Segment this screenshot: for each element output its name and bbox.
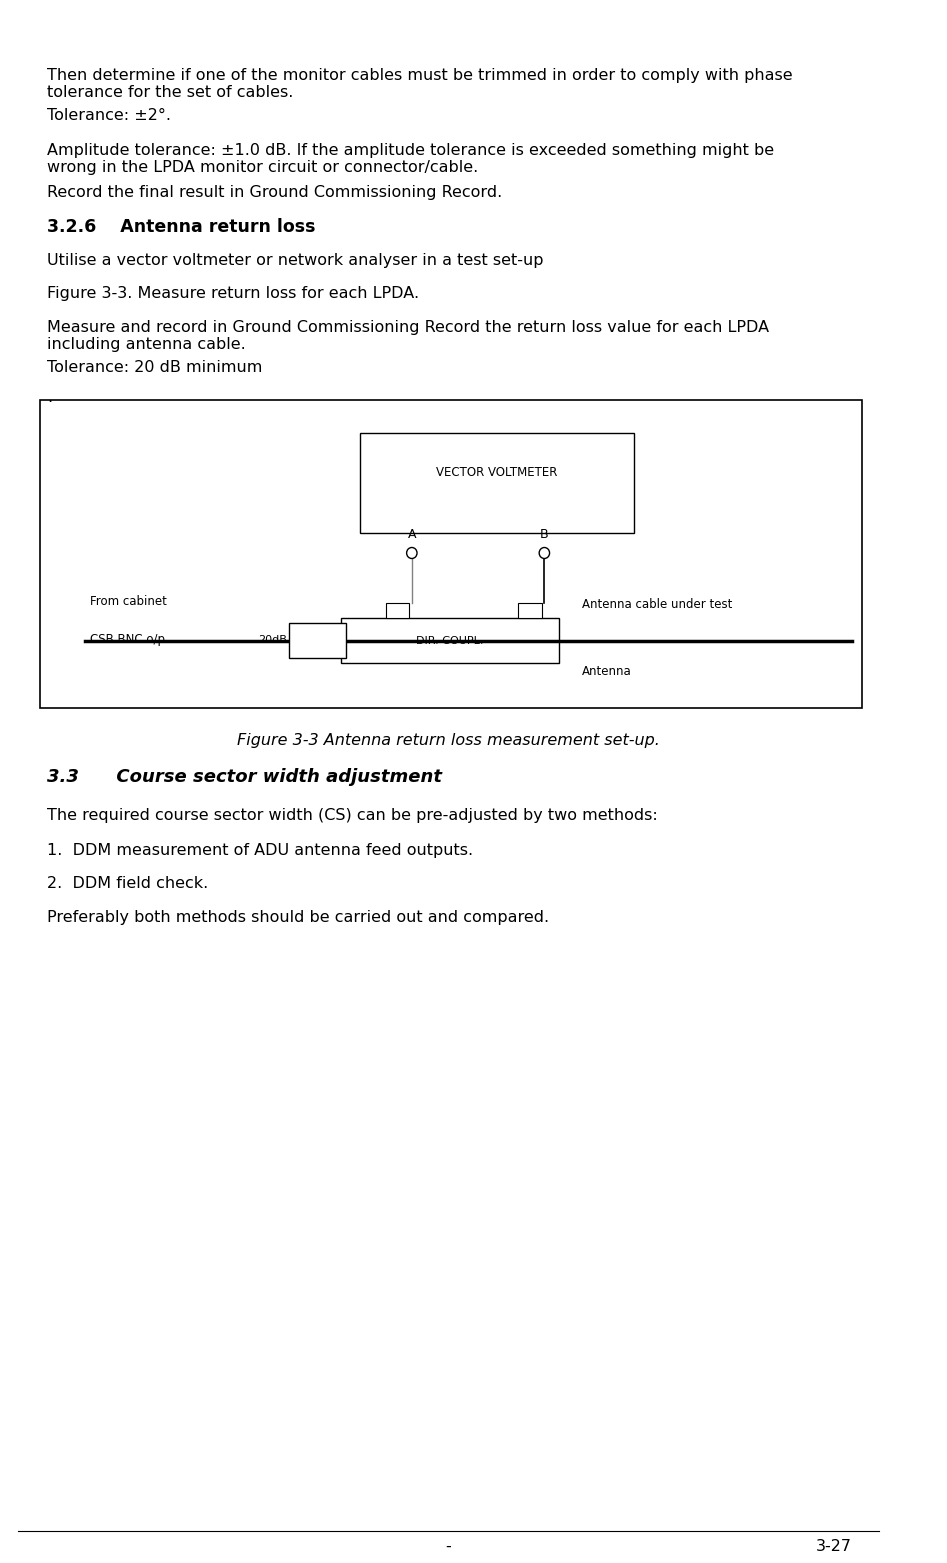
Text: From cabinet: From cabinet <box>90 596 167 608</box>
Text: Tolerance: 20 dB minimum: Tolerance: 20 dB minimum <box>47 359 262 375</box>
Text: The required course sector width (CS) can be pre-adjusted by two methods:: The required course sector width (CS) ca… <box>47 808 658 824</box>
Text: .: . <box>47 391 52 405</box>
Text: VECTOR VOLTMETER: VECTOR VOLTMETER <box>437 466 558 480</box>
Bar <box>289 624 346 658</box>
Text: Tolerance: ±2°.: Tolerance: ±2°. <box>47 108 171 123</box>
Text: A: A <box>407 528 416 541</box>
Text: 3.3      Course sector width adjustment: 3.3 Course sector width adjustment <box>47 767 442 786</box>
Text: Figure 3-3 Antenna return loss measurement set-up.: Figure 3-3 Antenna return loss measureme… <box>237 733 660 749</box>
Text: CSB BNC o/p: CSB BNC o/p <box>90 633 165 646</box>
Text: Antenna: Antenna <box>582 664 632 678</box>
Text: 20dB: 20dB <box>258 636 287 646</box>
Text: Figure 3-3. Measure return loss for each LPDA.: Figure 3-3. Measure return loss for each… <box>47 286 420 302</box>
Text: 2.  DDM field check.: 2. DDM field check. <box>47 875 208 891</box>
Text: 3.2.6    Antenna return loss: 3.2.6 Antenna return loss <box>47 217 316 236</box>
Text: -: - <box>445 1540 451 1554</box>
Text: DIR. COUPL.: DIR. COUPL. <box>416 636 484 646</box>
Bar <box>385 603 409 617</box>
Text: B: B <box>540 528 548 541</box>
Text: Antenna cable under test: Antenna cable under test <box>582 599 733 611</box>
Text: Amplitude tolerance: ±1.0 dB. If the amplitude tolerance is exceeded something m: Amplitude tolerance: ±1.0 dB. If the amp… <box>47 142 775 175</box>
Text: Preferably both methods should be carried out and compared.: Preferably both methods should be carrie… <box>47 910 549 925</box>
Text: Measure and record in Ground Commissioning Record the return loss value for each: Measure and record in Ground Commissioni… <box>47 320 770 352</box>
Bar <box>518 603 542 617</box>
Text: Record the final result in Ground Commissioning Record.: Record the final result in Ground Commis… <box>47 184 503 200</box>
Text: 3-27: 3-27 <box>816 1540 852 1554</box>
Text: Then determine if one of the monitor cables must be trimmed in order to comply w: Then determine if one of the monitor cab… <box>47 69 793 100</box>
Bar <box>360 433 634 533</box>
Text: 1.  DDM measurement of ADU antenna feed outputs.: 1. DDM measurement of ADU antenna feed o… <box>47 842 474 858</box>
Bar <box>341 617 559 663</box>
Text: Utilise a vector voltmeter or network analyser in a test set-up: Utilise a vector voltmeter or network an… <box>47 253 544 267</box>
Bar <box>40 400 862 708</box>
